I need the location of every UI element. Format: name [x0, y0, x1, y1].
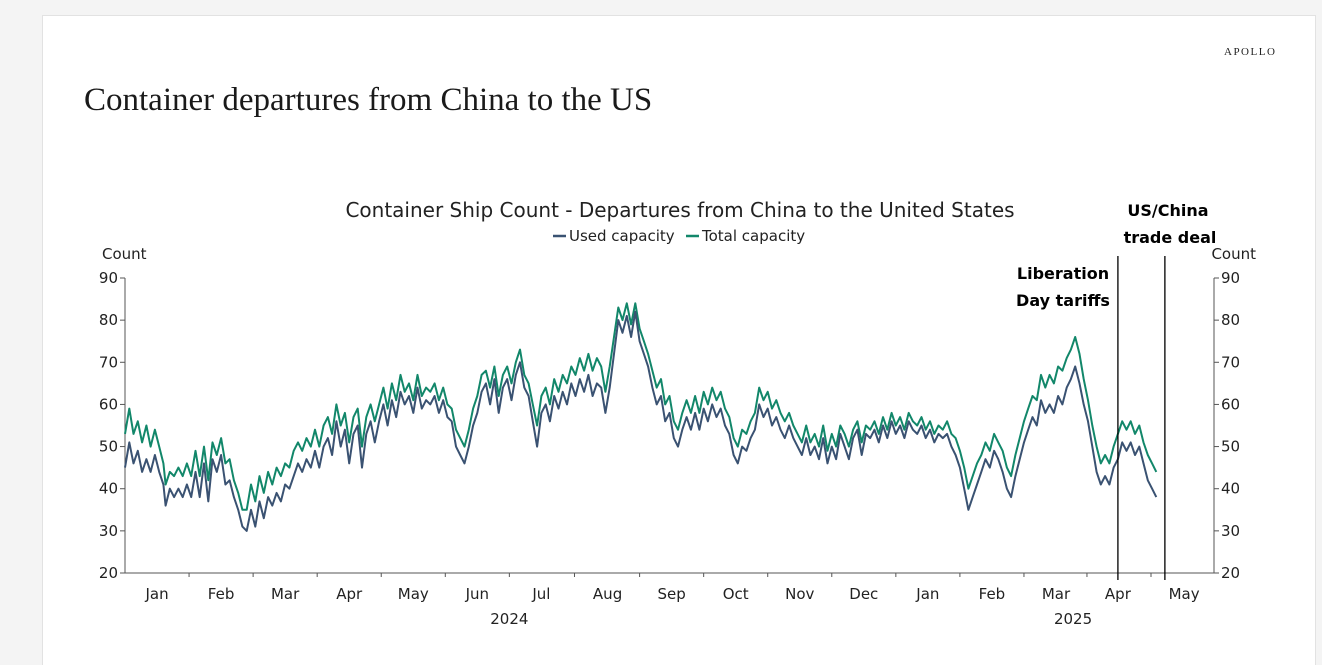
x-year-label: 2024: [490, 610, 528, 628]
y-tick-label-right: 60: [1221, 395, 1240, 413]
annotation-label-liberation-day: Day tariffs: [1016, 291, 1110, 310]
legend-label-total: Total capacity: [701, 227, 805, 245]
line-chart: Container Ship Count - Departures from C…: [99, 198, 1256, 628]
annotation-label-trade-deal: trade deal: [1124, 228, 1217, 247]
x-tick-label: Jun: [465, 585, 489, 603]
x-tick-label: Sep: [657, 585, 685, 603]
legend-label-used: Used capacity: [569, 227, 675, 245]
x-tick-label: Apr: [1105, 585, 1132, 603]
page-title: Container departures from China to the U…: [84, 82, 653, 118]
annotation-label-trade-deal: US/China: [1127, 201, 1208, 220]
x-tick-label: Jan: [144, 585, 168, 603]
x-tick-label: Apr: [336, 585, 363, 603]
y-axis-label-left: Count: [102, 245, 147, 263]
chart-card: [42, 15, 1316, 665]
x-tick-label: Aug: [593, 585, 622, 603]
chart-annotations: Liberation Day tariffs US/China trade deal: [1016, 201, 1216, 580]
y-tick-label-right: 30: [1221, 522, 1240, 540]
y-tick-label-left: 70: [99, 353, 118, 371]
y-tick-label-left: 90: [99, 269, 118, 287]
y-tick-label-left: 30: [99, 522, 118, 540]
y-axis-label-right: Count: [1211, 245, 1256, 263]
x-tick-label: Oct: [723, 585, 749, 603]
x-tick-label: Mar: [1042, 585, 1071, 603]
x-tick-label: Jul: [531, 585, 550, 603]
y-tick-label-right: 50: [1221, 438, 1240, 456]
series-line-used-capacity: [124, 310, 1158, 532]
y-tick-label-left: 60: [99, 395, 118, 413]
y-tick-label-right: 70: [1221, 353, 1240, 371]
x-tick-label: Nov: [785, 585, 814, 603]
chart-axes: 20 20 30 30 40 40 50 50 60 60 70 70 80 80 90 90 Jan Feb Ma…: [99, 269, 1240, 628]
y-tick-label-right: 80: [1221, 311, 1240, 329]
annotation-label-liberation-day: Liberation: [1017, 264, 1109, 283]
y-tick-label-left: 80: [99, 311, 118, 329]
x-tick-label: Dec: [849, 585, 878, 603]
y-tick-label-left: 40: [99, 480, 118, 498]
x-tick-label: Jan: [915, 585, 939, 603]
x-year-label: 2025: [1054, 610, 1092, 628]
x-tick-label: Mar: [271, 585, 300, 603]
y-tick-label-left: 20: [99, 564, 118, 582]
brand-logo: APOLLO: [1224, 46, 1277, 58]
x-tick-label: Feb: [979, 585, 1006, 603]
y-tick-label-left: 50: [99, 438, 118, 456]
x-tick-label: Feb: [208, 585, 235, 603]
series-line-total-capacity: [124, 302, 1158, 511]
x-tick-label: May: [1169, 585, 1200, 603]
chart-title: Container Ship Count - Departures from C…: [345, 198, 1014, 222]
y-tick-label-right: 20: [1221, 564, 1240, 582]
chart-legend: Used capacity Total capacity: [553, 227, 805, 245]
x-tick-label: May: [398, 585, 429, 603]
y-tick-label-right: 40: [1221, 480, 1240, 498]
y-tick-label-right: 90: [1221, 269, 1240, 287]
chart-series: [124, 302, 1158, 532]
